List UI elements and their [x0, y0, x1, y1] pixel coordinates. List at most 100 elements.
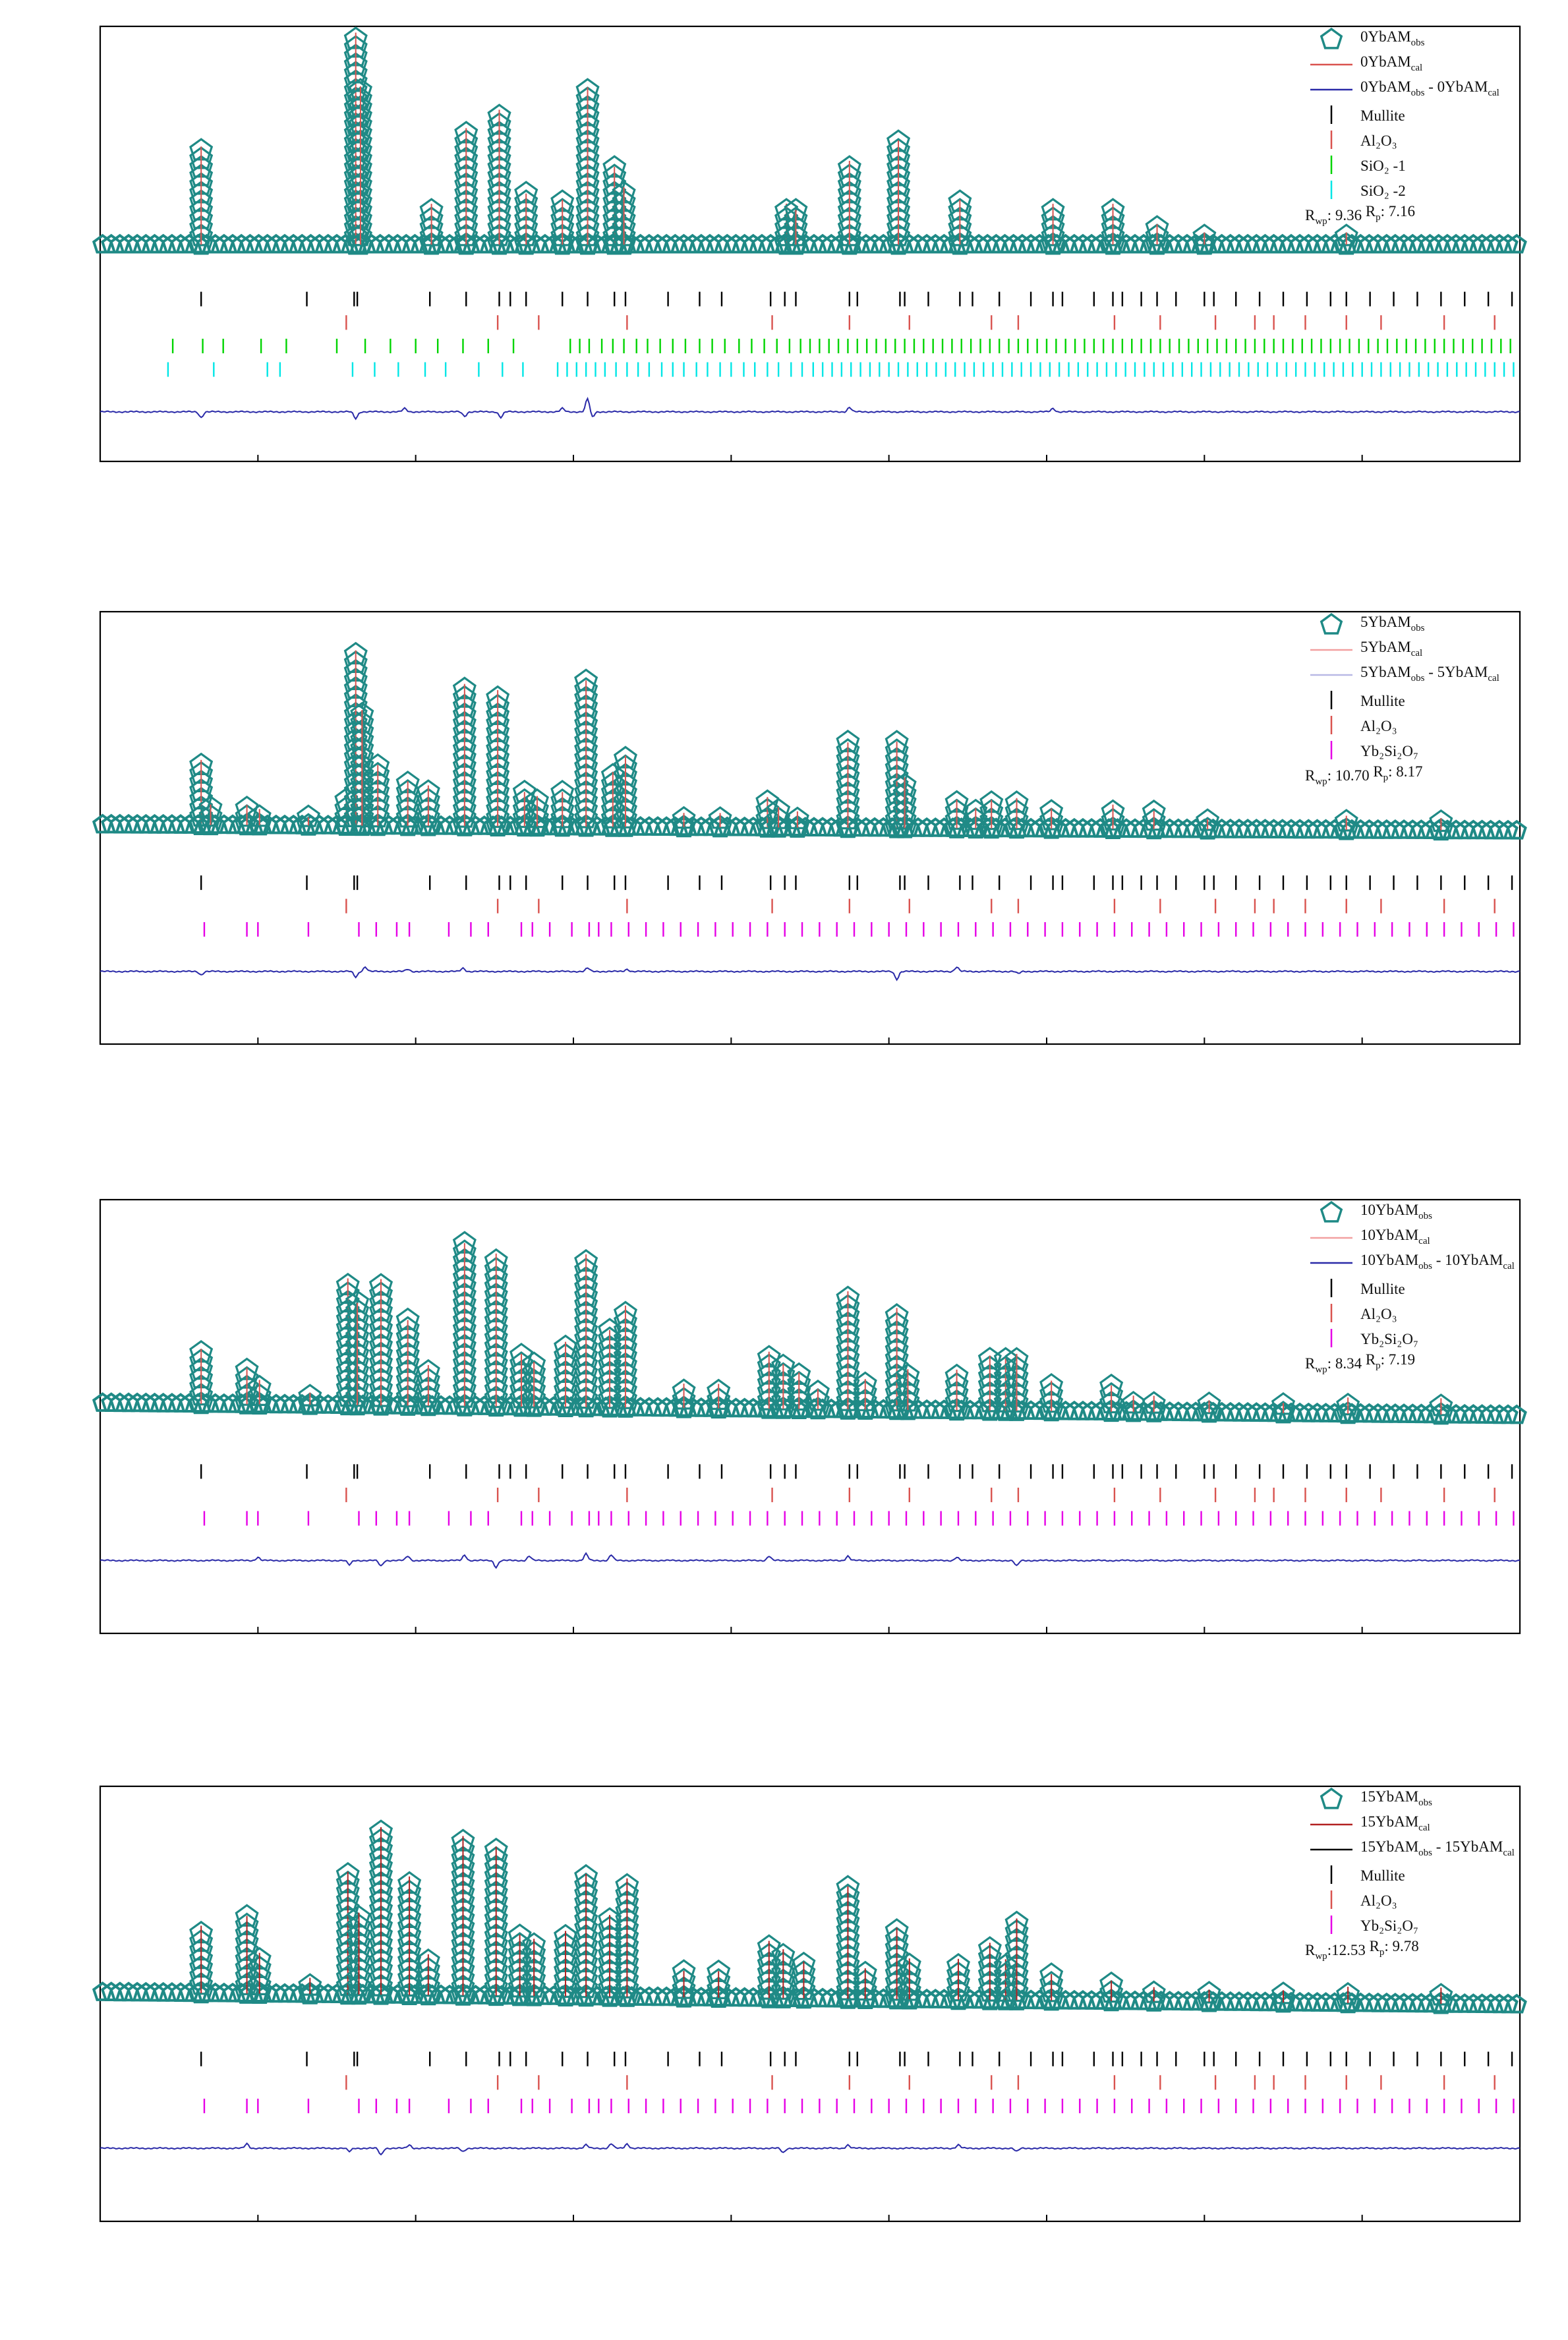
obs-point	[153, 813, 174, 834]
obs-point	[1192, 223, 1217, 247]
peak-29	[1004, 1910, 1029, 2010]
obs-point	[1402, 1993, 1423, 2013]
stat-text: : 7.16	[1381, 203, 1415, 219]
obs-point	[1046, 1400, 1068, 1420]
obs-point	[1393, 233, 1414, 254]
obs-point	[1497, 1993, 1519, 2014]
obs-point	[1202, 818, 1224, 838]
peak-5	[345, 1289, 370, 1416]
peak-35	[1197, 1391, 1221, 1423]
obs-point	[1336, 1981, 1360, 2005]
reflections-alo	[345, 2075, 1495, 2090]
obs-point	[1350, 1403, 1371, 1423]
legend-text: 15YbAM	[1360, 1838, 1418, 1855]
obs-point	[1298, 233, 1319, 254]
obs-point	[1020, 233, 1041, 254]
obs-point	[1463, 819, 1484, 840]
obs-point	[1419, 1993, 1441, 2013]
obs-point	[994, 817, 1016, 838]
peak-6	[368, 1819, 393, 2005]
reflections-alo	[345, 315, 1495, 330]
obs-point	[378, 233, 399, 254]
obs-point	[1419, 233, 1441, 254]
obs-point	[1410, 233, 1432, 254]
peak-30	[1004, 1347, 1029, 1421]
peak-36	[1429, 809, 1453, 841]
obs-point	[144, 233, 165, 254]
obs-point	[673, 233, 695, 254]
peak-28	[993, 1953, 1018, 2010]
peak-12	[486, 685, 510, 836]
obs-point	[1471, 819, 1493, 840]
obs-point	[222, 233, 243, 254]
obs-point	[387, 815, 408, 835]
peak-9	[451, 1828, 475, 2006]
peak-18	[707, 1378, 731, 1419]
obs-point	[1402, 819, 1423, 839]
stat-text: :12.53	[1327, 1942, 1370, 1958]
peak-23	[836, 1285, 860, 1420]
obs-point	[1463, 1993, 1484, 2013]
obs-point	[864, 1399, 885, 1419]
peak-33	[1197, 1981, 1221, 2012]
peak-9	[395, 771, 420, 836]
obs-point	[170, 233, 191, 254]
obs-point	[1315, 233, 1337, 254]
obs-point	[647, 1397, 668, 1417]
obs-point	[300, 233, 322, 254]
peak-7	[395, 1307, 420, 1416]
fit-statistics: Rwp: 8.34 Rp: 7.19	[1305, 1351, 1415, 1375]
fit-statistics: Rwp: 10.70 Rp: 8.17	[1305, 763, 1423, 787]
obs-point	[474, 815, 495, 835]
obs-point	[1089, 1990, 1111, 2010]
peak-23	[853, 1960, 877, 2009]
stat-text: R	[1373, 763, 1383, 780]
obs-point	[1298, 1991, 1319, 2012]
obs-point	[1410, 1993, 1432, 2013]
obs-point	[1029, 817, 1050, 838]
peak-13	[837, 155, 861, 255]
obs-point	[1237, 819, 1258, 838]
obs-point	[682, 233, 703, 254]
obs-point	[135, 233, 157, 254]
obs-point	[92, 1981, 113, 2001]
peak-15	[948, 189, 972, 255]
obs-point	[1116, 233, 1137, 254]
peak-28	[964, 798, 988, 839]
obs-point	[630, 1986, 651, 2006]
obs-point	[1107, 233, 1128, 254]
obs-point	[118, 1981, 139, 2002]
legend-text: 15YbAM	[1360, 1788, 1418, 1805]
obs-point	[647, 1986, 668, 2006]
obs-point	[135, 1981, 157, 2002]
legend-entry-text: SiO₂ -2	[1360, 183, 1406, 199]
obs-point	[1220, 1991, 1241, 2011]
legend-entry-text: 15YbAMcal	[1360, 1813, 1430, 1833]
obs-point	[1341, 233, 1362, 254]
obs-point	[933, 1399, 955, 1419]
peak-14	[525, 788, 549, 837]
legend-entry-text: Mullite	[1360, 107, 1405, 124]
obs-point	[699, 1987, 720, 2006]
obs-point	[1168, 1401, 1189, 1421]
legend-entry-text: Yb₂Si₂O₇	[1360, 743, 1418, 759]
peak-25	[897, 1952, 921, 2010]
obs-point	[604, 1396, 625, 1417]
obs-point	[257, 233, 278, 254]
obs-point	[127, 813, 148, 834]
obs-point	[214, 1982, 235, 2003]
obs-point	[1419, 819, 1441, 839]
obs-point	[535, 1985, 556, 2005]
peak-20	[771, 1943, 796, 2008]
obs-point	[430, 1395, 451, 1415]
obs-point	[318, 233, 339, 254]
obs-point	[925, 817, 946, 837]
obs-point	[161, 1982, 183, 2002]
obs-point	[743, 816, 764, 836]
obs-point	[1506, 819, 1527, 840]
obs-point	[370, 233, 391, 254]
obs-point	[1081, 233, 1102, 254]
obs-point	[1064, 1989, 1085, 2010]
peak-19	[1192, 223, 1217, 255]
obs-point	[1385, 1993, 1406, 2012]
